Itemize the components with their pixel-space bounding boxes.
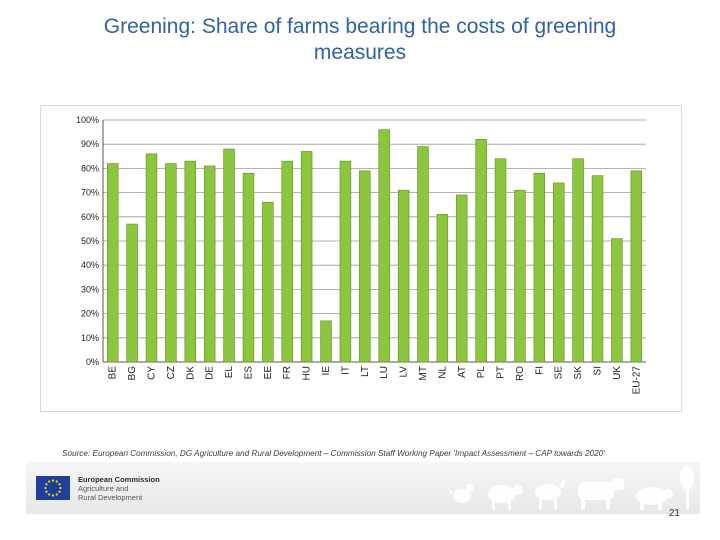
x-tick-label: UK [612,366,623,380]
source-note: Source: European Commission, DG Agricult… [62,449,605,458]
bar-ro [514,189,526,363]
bar-sk [572,158,584,363]
x-tick-label: SI [593,366,604,375]
bar-cz [165,163,177,363]
eu-flag-icon [36,476,70,500]
bar-es [242,172,255,363]
x-tick-label: DE [205,366,216,380]
y-tick-label: 10% [81,333,99,343]
bar-mt [417,146,429,363]
bar-be [106,163,119,363]
slide-title-line1: Greening: Share of farms bearing the cos… [103,15,617,38]
x-tick-label: LT [360,366,371,377]
bar-si [591,175,604,363]
x-tick-label: EE [263,366,274,380]
x-tick-label: IE [321,366,332,376]
bar-lt [359,170,371,363]
y-tick-label: 60% [81,212,99,222]
bar-el [223,148,235,363]
page-number: 21 [668,508,680,519]
x-tick-label: EL [224,366,235,379]
ec-dg-line2: Rural Development [78,493,143,502]
y-tick-label: 40% [81,260,99,270]
y-tick-label: 20% [81,309,99,319]
x-tick-label: RO [515,366,526,381]
bar-ee [262,201,274,363]
chart-panel: 0% 10% 20% 30% 40% 50% 60% 70% 80% 90% 100% BE BG CY C… [40,105,682,412]
bar-hu [300,151,313,363]
y-tick-label: 100% [76,115,99,125]
x-tick-label: BE [108,366,119,380]
bar-lu [378,129,390,363]
x-tick-label: DK [185,366,196,380]
bar-se [552,182,565,363]
x-tick-label: CY [146,366,157,380]
y-tick-label: 0% [86,357,99,367]
bar-nl [436,214,449,363]
y-tick-label: 90% [81,139,99,149]
x-tick-label: SK [573,366,584,380]
bar-pl [475,139,487,363]
slide-title: Greening: Share of farms bearing the cos… [20,14,700,66]
x-tick-label: ES [243,366,254,380]
bar-eu-27 [630,170,643,363]
y-tick-label: 30% [81,284,99,294]
ec-dg-line1: Agriculture and [78,484,129,493]
x-tick-label: IT [340,366,351,375]
ec-logo-text: European Commission Agriculture and Rura… [78,475,160,502]
bar-bg [126,223,138,363]
x-tick-label: PL [476,366,487,379]
bar-cy [145,153,158,363]
y-tick-label: 70% [81,188,99,198]
x-tick-label: FI [534,366,545,375]
x-tick-label: MT [418,366,429,380]
bar-ie [320,320,332,363]
bar-lv [397,189,410,363]
bar-de [203,165,216,363]
bar-uk [611,238,623,363]
bar-fi [533,172,546,363]
x-tick-label: CZ [166,366,177,379]
slide-title-line2: measures [313,41,407,64]
x-tick-label: PT [496,366,507,379]
ec-org-name: European Commission [78,475,160,484]
bar-dk [184,160,196,363]
x-tick-label: SE [554,366,565,380]
x-tick-label: LV [399,366,410,378]
bar-it [339,160,352,363]
bar-pt [494,158,507,363]
x-tick-label: BG [127,366,138,381]
bar-fr [281,160,293,363]
farm-animals-silhouette-icon [446,466,694,510]
x-tick-label: HU [302,366,313,380]
bar-at [456,194,468,363]
x-tick-label: EU-27 [631,366,642,395]
y-tick-label: 50% [81,236,99,246]
x-tick-label: FR [282,366,293,379]
y-tick-label: 80% [81,163,99,173]
bar-chart: 0% 10% 20% 30% 40% 50% 60% 70% 80% 90% 100% BE BG CY C… [76,115,646,395]
x-tick-label: NL [437,366,448,379]
x-tick-label: LU [379,366,390,379]
x-tick-label: AT [457,366,468,378]
